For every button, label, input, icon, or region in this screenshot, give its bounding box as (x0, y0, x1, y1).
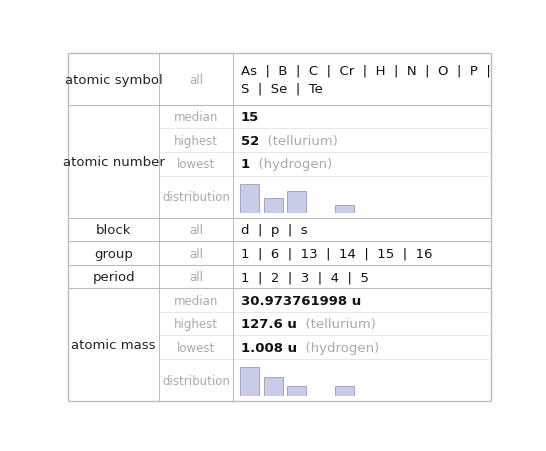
Bar (264, 199, 282, 213)
Text: group: group (94, 247, 133, 260)
Bar (335, 387, 354, 396)
Text: period: period (92, 271, 135, 284)
Bar (335, 206, 354, 213)
Text: (tellurium): (tellurium) (297, 318, 376, 331)
Text: 15: 15 (241, 111, 259, 124)
Text: highest: highest (174, 134, 218, 147)
Text: 52: 52 (241, 134, 259, 147)
Text: 1  |  2  |  3  |  4  |  5: 1 | 2 | 3 | 4 | 5 (241, 271, 369, 284)
Text: d  |  p  |  s: d | p | s (241, 224, 307, 237)
Text: As  |  B  |  C  |  Cr  |  H  |  N  |  O  |  P  |
S  |  Se  |  Te: As | B | C | Cr | H | N | O | P | S | Se… (241, 64, 491, 96)
Text: (hydrogen): (hydrogen) (250, 158, 333, 171)
Bar (287, 192, 306, 213)
Text: (tellurium): (tellurium) (259, 134, 338, 147)
Text: all: all (189, 224, 203, 237)
Text: median: median (174, 111, 218, 124)
Text: all: all (189, 247, 203, 260)
Bar (240, 184, 259, 213)
Text: 30.973761998 u: 30.973761998 u (241, 294, 361, 307)
Text: 1  |  6  |  13  |  14  |  15  |  16: 1 | 6 | 13 | 14 | 15 | 16 (241, 247, 432, 260)
Text: 1.008 u: 1.008 u (241, 341, 297, 354)
Text: highest: highest (174, 318, 218, 331)
Text: atomic symbol: atomic symbol (65, 74, 163, 87)
Text: atomic mass: atomic mass (72, 339, 156, 352)
Text: distribution: distribution (162, 191, 230, 204)
Text: all: all (189, 271, 203, 284)
Bar (287, 387, 306, 396)
Bar (264, 377, 282, 396)
Text: lowest: lowest (177, 158, 215, 171)
Text: (hydrogen): (hydrogen) (297, 341, 379, 354)
Text: 1: 1 (241, 158, 250, 171)
Text: median: median (174, 294, 218, 307)
Text: 127.6 u: 127.6 u (241, 318, 297, 331)
Text: block: block (96, 224, 132, 237)
Text: all: all (189, 74, 203, 87)
Text: distribution: distribution (162, 374, 230, 387)
Text: lowest: lowest (177, 341, 215, 354)
Text: atomic number: atomic number (63, 156, 165, 169)
Bar (240, 368, 259, 396)
